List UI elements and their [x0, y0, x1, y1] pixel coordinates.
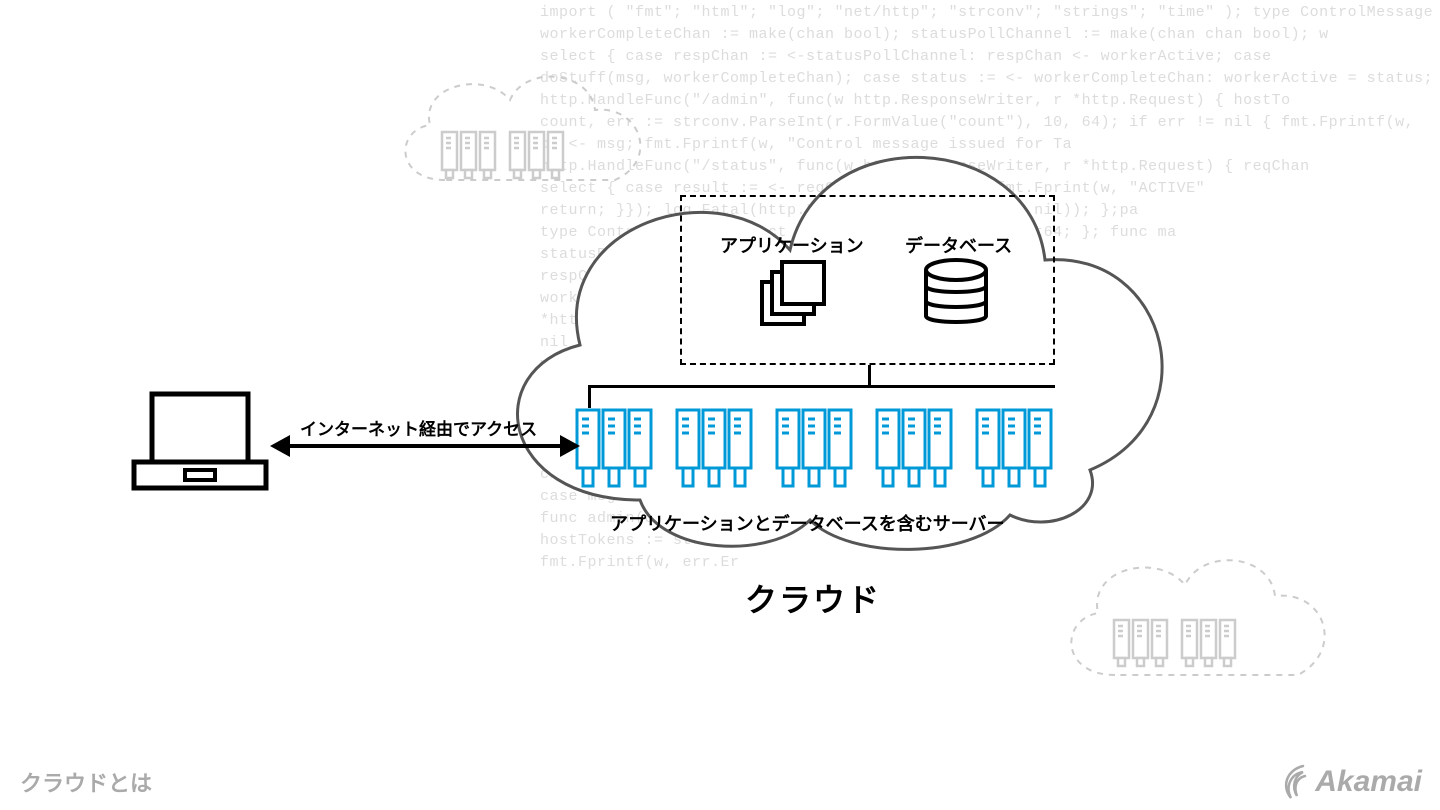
- laptop-icon: [130, 390, 270, 500]
- arrow-line: [280, 444, 575, 448]
- database-cylinder-icon: [920, 258, 992, 335]
- brand-swoosh-icon: [1281, 764, 1311, 800]
- connector-bracket: [588, 385, 1055, 408]
- arrow-label: インターネット経由でアクセス: [300, 415, 537, 440]
- small-server-cluster-icon: [1180, 618, 1238, 668]
- servers-caption: アプリケーションとデータベースを含むサーバー: [610, 510, 1005, 536]
- server-cluster-icon: [575, 408, 653, 490]
- brand-logo: Akamai: [1281, 764, 1422, 800]
- brand-text: Akamai: [1315, 765, 1422, 799]
- server-cluster-icon: [975, 408, 1053, 490]
- connector-stub: [868, 365, 871, 385]
- database-label: データベース: [905, 232, 1012, 258]
- small-server-cluster-icon: [1112, 618, 1170, 668]
- server-cluster-icon: [675, 408, 753, 490]
- server-cluster-icon: [875, 408, 953, 490]
- application-label: アプリケーション: [720, 232, 864, 258]
- application-stack-icon: [758, 258, 828, 333]
- arrow-head-right-icon: [560, 435, 580, 457]
- server-row: [575, 408, 1053, 490]
- app-db-container: [680, 195, 1055, 365]
- footer-text: クラウドとは: [20, 766, 152, 798]
- arrow-head-left-icon: [270, 435, 290, 457]
- server-cluster-icon: [775, 408, 853, 490]
- cloud-title: クラウド: [745, 575, 881, 621]
